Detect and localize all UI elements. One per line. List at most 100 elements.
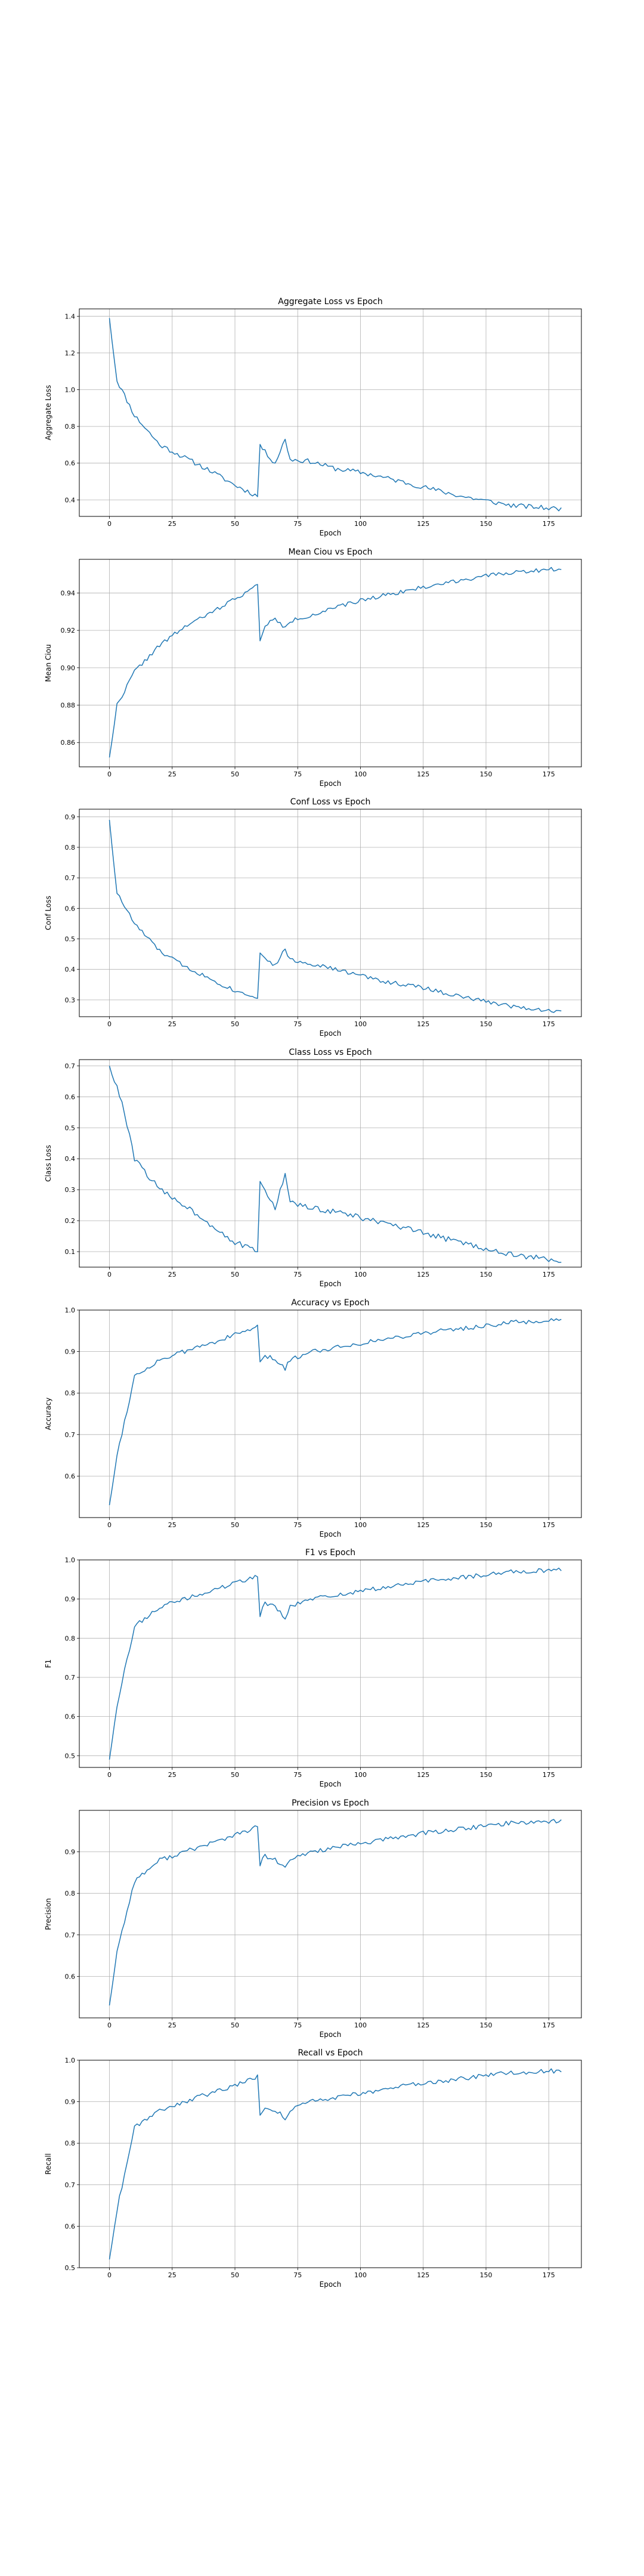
x-tick-label: 150 — [480, 2271, 493, 2279]
x-tick-label: 125 — [417, 1271, 429, 1278]
y-tick-label: 0.7 — [65, 1062, 76, 1070]
y-tick-label: 0.3 — [65, 1186, 76, 1194]
x-tick-label: 175 — [543, 1521, 555, 1529]
chart-title: Aggregate Loss vs Epoch — [278, 297, 383, 306]
series-line — [109, 1318, 562, 1506]
plot-frame — [79, 1559, 582, 1768]
y-tick-label: 1.0 — [65, 386, 76, 394]
x-tick-label: 150 — [480, 1020, 493, 1028]
x-tick-label: 75 — [293, 520, 302, 528]
chart-title: Mean Ciou vs Epoch — [288, 547, 372, 557]
x-tick-label: 125 — [417, 2021, 429, 2029]
plot-frame — [79, 559, 582, 767]
chart-title: F1 vs Epoch — [305, 1548, 355, 1558]
series-line — [109, 1567, 562, 1760]
x-tick-label: 75 — [293, 2271, 302, 2279]
plot-frame — [79, 1810, 582, 2018]
x-axis-label: Epoch — [320, 1530, 342, 1538]
y-axis-label: Recall — [44, 2153, 52, 2175]
x-tick-label: 25 — [168, 1771, 177, 1779]
x-tick-label: 50 — [231, 520, 239, 528]
y-tick-label: 0.2 — [65, 1217, 76, 1225]
y-tick-label: 0.88 — [61, 702, 76, 710]
y-tick-label: 1.0 — [65, 1556, 76, 1564]
x-tick-label: 0 — [107, 1271, 112, 1278]
y-tick-label: 0.5 — [65, 1752, 76, 1760]
x-tick-label: 25 — [168, 2021, 177, 2029]
x-tick-label: 150 — [480, 2021, 493, 2029]
chart-panel: 0 25 50 75 100 125 150 175 0.6 0.7 0.8 0.9 1.0 Accura… — [44, 1298, 582, 1538]
chart-panel: 0 25 50 75 100 125 150 175 0.3 0.4 0.5 0.6 0.7 0.8 0.9… — [44, 797, 582, 1038]
chart-panel: 0 25 50 75 100 125 150 175 0.5 0.6 0.7 0.8 0.9 1.0 F1 … — [44, 1548, 582, 1788]
y-tick-label: 0.9 — [65, 1849, 76, 1856]
x-tick-label: 150 — [480, 1771, 493, 1779]
y-tick-label: 0.9 — [65, 1596, 76, 1603]
y-tick-label: 0.8 — [65, 2140, 76, 2147]
y-tick-label: 0.7 — [65, 1931, 76, 1939]
x-tick-label: 150 — [480, 520, 493, 528]
x-tick-label: 175 — [543, 520, 555, 528]
x-tick-label: 75 — [293, 1521, 302, 1529]
y-axis-label: F1 — [44, 1659, 52, 1668]
x-tick-label: 100 — [354, 1771, 367, 1779]
y-tick-label: 0.6 — [65, 1973, 76, 1980]
y-tick-label: 1.2 — [65, 349, 76, 357]
chart-panel: 0 25 50 75 100 125 150 175 0.6 0.7 0.8 0.9 Precision… — [44, 1798, 582, 2039]
x-tick-label: 175 — [543, 1020, 555, 1028]
y-axis-label: Conf Loss — [44, 896, 52, 930]
y-tick-label: 0.8 — [65, 1634, 76, 1642]
x-tick-label: 100 — [354, 2021, 367, 2029]
series-line — [109, 2068, 562, 2260]
x-tick-label: 125 — [417, 1521, 429, 1529]
x-tick-label: 50 — [231, 2271, 239, 2279]
x-axis-label: Epoch — [320, 529, 342, 537]
plot-frame — [79, 1059, 582, 1268]
y-tick-label: 0.92 — [61, 627, 76, 634]
chart-title: Recall vs Epoch — [298, 2048, 363, 2058]
y-tick-label: 0.8 — [65, 1389, 76, 1397]
x-tick-label: 175 — [543, 1271, 555, 1278]
series-line — [109, 566, 562, 758]
x-tick-label: 75 — [293, 2021, 302, 2029]
y-tick-label: 0.3 — [65, 996, 76, 1004]
x-tick-label: 0 — [107, 2271, 112, 2279]
y-tick-label: 0.6 — [65, 460, 76, 467]
x-tick-label: 0 — [107, 770, 112, 778]
plot-frame — [79, 308, 582, 517]
y-tick-label: 0.86 — [61, 739, 76, 747]
x-tick-label: 125 — [417, 2271, 429, 2279]
x-tick-label: 100 — [354, 1521, 367, 1529]
x-axis-label: Epoch — [320, 1029, 342, 1038]
y-axis-label: Aggregate Loss — [44, 385, 52, 441]
x-tick-label: 50 — [231, 1271, 239, 1278]
x-tick-label: 25 — [168, 520, 177, 528]
y-axis-label: Mean Ciou — [44, 644, 52, 682]
y-tick-label: 0.4 — [65, 1155, 76, 1163]
x-tick-label: 25 — [168, 1020, 177, 1028]
x-axis-label: Epoch — [320, 1780, 342, 1788]
x-tick-label: 125 — [417, 770, 429, 778]
x-tick-label: 50 — [231, 2021, 239, 2029]
y-axis-label: Class Loss — [44, 1145, 52, 1182]
x-tick-label: 25 — [168, 1521, 177, 1529]
chart-panel: 0 25 50 75 100 125 150 175 0.1 0.2 0.3 0.4 0.5 0.6 0.7… — [44, 1048, 582, 1288]
chart-panel: 0 25 50 75 100 125 150 175 0.86 0.88 0.90 0.92 0.94 M… — [44, 547, 582, 788]
y-tick-label: 0.6 — [65, 1713, 76, 1721]
y-tick-label: 1.0 — [65, 1306, 76, 1314]
x-tick-label: 175 — [543, 1771, 555, 1779]
x-axis-label: Epoch — [320, 779, 342, 788]
y-tick-label: 0.6 — [65, 1093, 76, 1101]
y-tick-label: 0.4 — [65, 496, 76, 504]
x-tick-label: 150 — [480, 770, 493, 778]
chart-title: Class Loss vs Epoch — [289, 1048, 371, 1057]
y-tick-label: 0.5 — [65, 2264, 76, 2272]
y-tick-label: 0.8 — [65, 844, 76, 852]
x-tick-label: 175 — [543, 2021, 555, 2029]
x-axis-label: Epoch — [320, 2280, 342, 2289]
series-line — [109, 318, 562, 512]
y-tick-label: 0.5 — [65, 936, 76, 943]
chart-title: Accuracy vs Epoch — [291, 1298, 369, 1308]
y-tick-label: 0.9 — [65, 2098, 76, 2106]
